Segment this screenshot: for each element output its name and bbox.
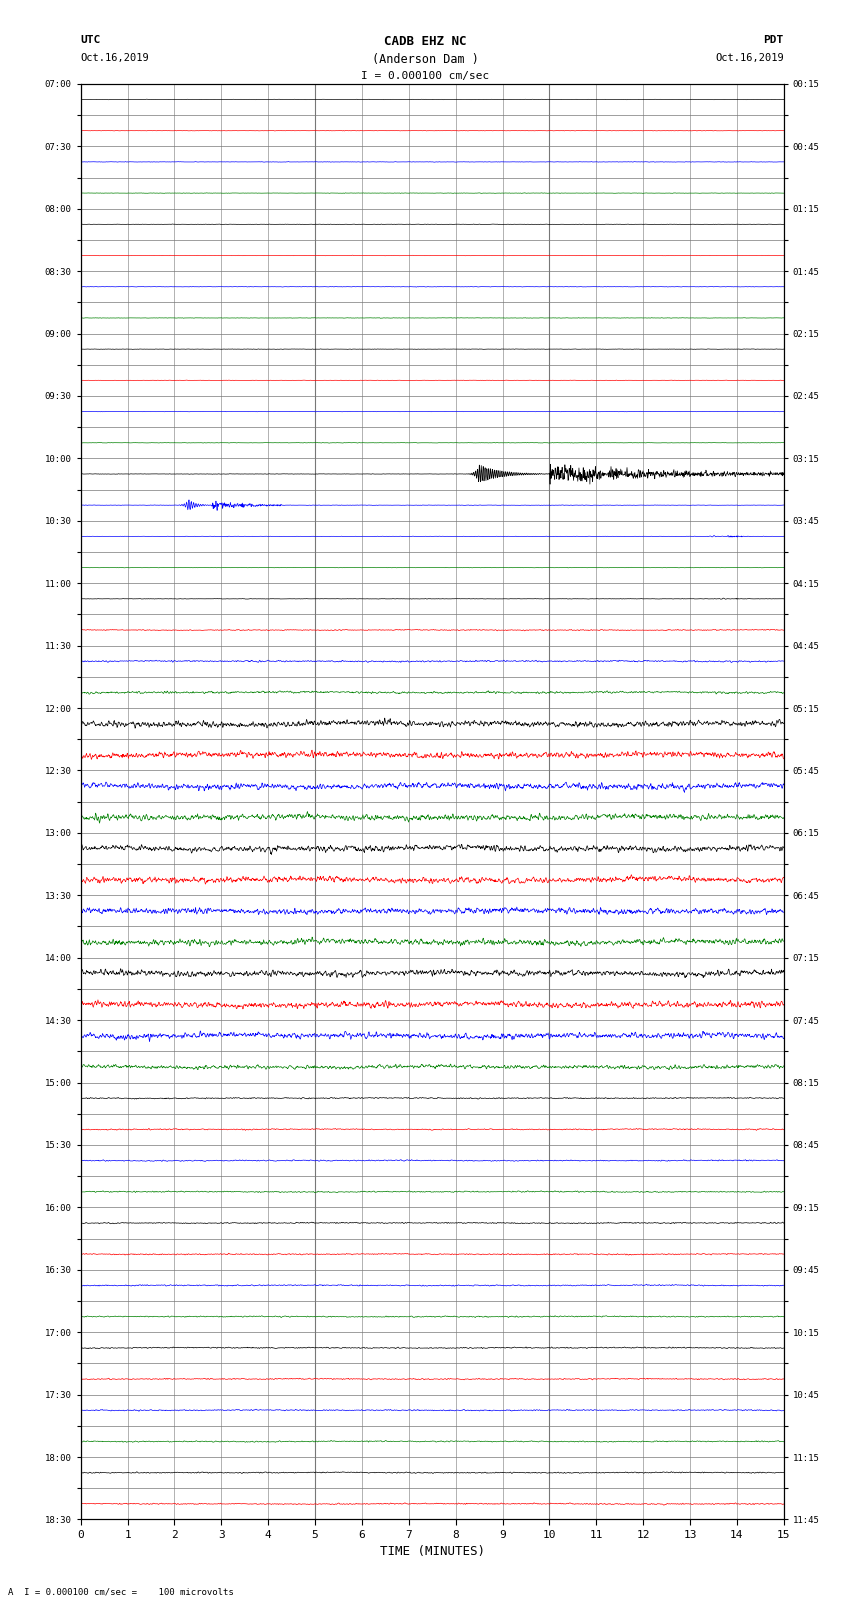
Text: (Anderson Dam ): (Anderson Dam ) xyxy=(371,53,479,66)
Text: Oct.16,2019: Oct.16,2019 xyxy=(715,53,784,63)
Text: I = 0.000100 cm/sec: I = 0.000100 cm/sec xyxy=(361,71,489,81)
Text: A  I = 0.000100 cm/sec =    100 microvolts: A I = 0.000100 cm/sec = 100 microvolts xyxy=(8,1587,235,1597)
Text: PDT: PDT xyxy=(763,35,784,45)
Text: Oct.16,2019: Oct.16,2019 xyxy=(81,53,150,63)
Text: UTC: UTC xyxy=(81,35,101,45)
X-axis label: TIME (MINUTES): TIME (MINUTES) xyxy=(380,1545,484,1558)
Text: CADB EHZ NC: CADB EHZ NC xyxy=(383,35,467,48)
